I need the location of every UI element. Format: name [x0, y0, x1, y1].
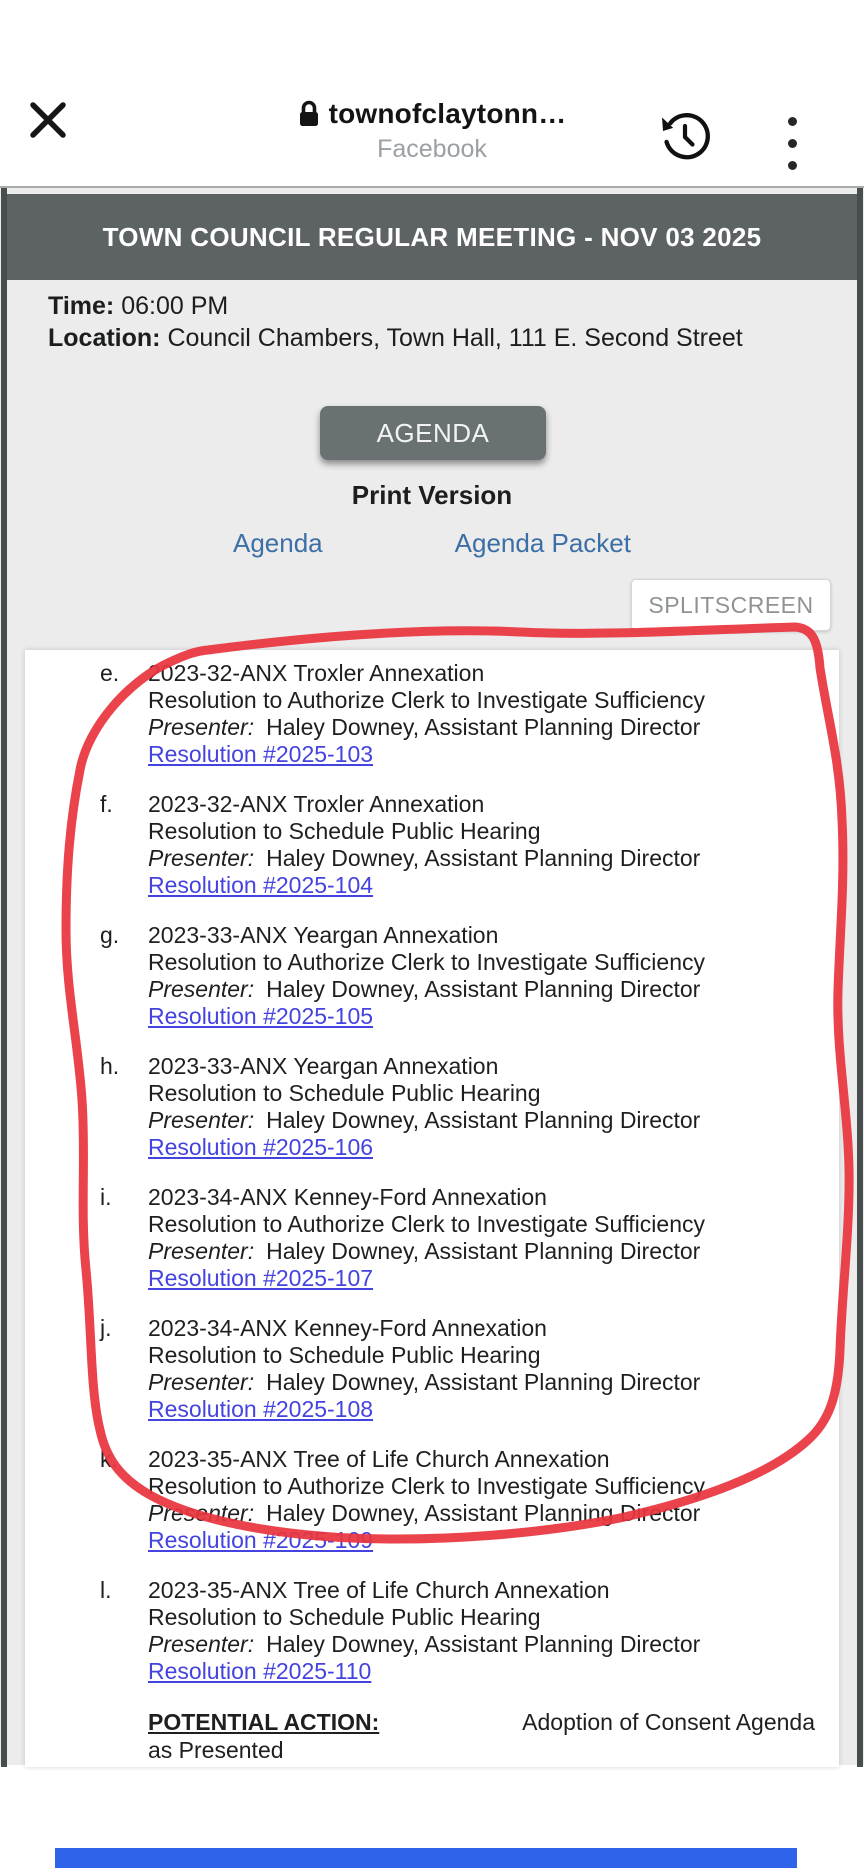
- presenter-label: Presenter:: [148, 1107, 255, 1133]
- agenda-packet-link[interactable]: Agenda Packet: [454, 528, 631, 558]
- agenda-panel: e. 2023-32-ANX Troxler Annexation Resolu…: [25, 650, 839, 1767]
- splitscreen-button[interactable]: SPLITSCREEN: [631, 579, 831, 631]
- agenda-item-title: 2023-35-ANX Tree of Life Church Annexati…: [148, 1446, 610, 1472]
- presenter-name: Haley Downey, Assistant Planning Directo…: [266, 976, 701, 1002]
- meeting-header-bar: TOWN COUNCIL REGULAR MEETING - NOV 03 20…: [7, 194, 857, 280]
- page-border-right: [857, 188, 863, 1767]
- agenda-item-resolution-desc: Resolution to Authorize Clerk to Investi…: [148, 1473, 705, 1499]
- presenter-label: Presenter:: [148, 976, 255, 1002]
- agenda-item: l. 2023-35-ANX Tree of Life Church Annex…: [25, 1577, 839, 1685]
- webpage: TOWN COUNCIL REGULAR MEETING - NOV 03 20…: [0, 186, 864, 1767]
- meeting-time: Time: 06:00 PM: [48, 292, 229, 320]
- location-label: Location:: [48, 324, 161, 352]
- agenda-button[interactable]: AGENDA: [320, 406, 546, 460]
- bottom-blue-bar: [55, 1848, 797, 1868]
- agenda-item-resolution-desc: Resolution to Authorize Clerk to Investi…: [148, 949, 705, 975]
- lock-icon: [298, 100, 320, 128]
- site-name: townofclaytonn…: [328, 98, 567, 129]
- agenda-item-letter: i.: [100, 1184, 112, 1210]
- potential-action-value: Adoption of Consent Agenda: [522, 1709, 815, 1735]
- agenda-link[interactable]: Agenda: [232, 528, 323, 558]
- agenda-item-title: 2023-35-ANX Tree of Life Church Annexati…: [148, 1577, 610, 1603]
- agenda-item-title: 2023-33-ANX Yeargan Annexation: [148, 1053, 499, 1079]
- agenda-item: i. 2023-34-ANX Kenney-Ford Annexation Re…: [25, 1184, 839, 1292]
- presenter-label: Presenter:: [148, 1369, 255, 1395]
- presenter-name: Haley Downey, Assistant Planning Directo…: [266, 1631, 701, 1657]
- agenda-item-resolution-desc: Resolution to Schedule Public Hearing: [148, 1080, 541, 1106]
- resolution-link[interactable]: Resolution #2025-109: [148, 1527, 374, 1553]
- time-label: Time:: [48, 292, 115, 320]
- agenda-item-letter: e.: [100, 660, 120, 686]
- agenda-item-title: 2023-32-ANX Troxler Annexation: [148, 791, 485, 817]
- print-links: Agenda Agenda Packet: [0, 528, 864, 559]
- resolution-link[interactable]: Resolution #2025-107: [148, 1265, 374, 1291]
- presenter-label: Presenter:: [148, 714, 255, 740]
- potential-action-value-continued: as Presented: [148, 1737, 284, 1763]
- agenda-item-title: 2023-34-ANX Kenney-Ford Annexation: [148, 1184, 547, 1210]
- browser-toolbar: townofclaytonn… Facebook: [0, 0, 864, 186]
- agenda-item-letter: j.: [100, 1315, 112, 1341]
- print-version-heading: Print Version: [351, 480, 513, 510]
- agenda-item-letter: k.: [100, 1446, 118, 1472]
- presenter-name: Haley Downey, Assistant Planning Directo…: [266, 1369, 701, 1395]
- presenter-label: Presenter:: [148, 845, 255, 871]
- agenda-item: g. 2023-33-ANX Yeargan Annexation Resolu…: [25, 922, 839, 1030]
- potential-action: POTENTIAL ACTION: Adoption of Consent Ag…: [25, 1708, 839, 1764]
- agenda-item-resolution-desc: Resolution to Authorize Clerk to Investi…: [148, 1211, 705, 1237]
- presenter-label: Presenter:: [148, 1631, 255, 1657]
- agenda-item: e. 2023-32-ANX Troxler Annexation Resolu…: [25, 660, 839, 768]
- presenter-name: Haley Downey, Assistant Planning Directo…: [266, 714, 701, 740]
- agenda-item-letter: h.: [100, 1053, 120, 1079]
- agenda-item-title: 2023-33-ANX Yeargan Annexation: [148, 922, 499, 948]
- presenter-label: Presenter:: [148, 1500, 255, 1526]
- meeting-info: Time: 06:00 PM Location: Council Chamber…: [48, 290, 743, 354]
- agenda-item: j. 2023-34-ANX Kenney-Ford Annexation Re…: [25, 1315, 839, 1423]
- kebab-menu-icon[interactable]: [772, 104, 812, 170]
- resolution-link[interactable]: Resolution #2025-103: [148, 741, 374, 767]
- page-border-left: [1, 188, 7, 1767]
- close-icon[interactable]: [28, 100, 68, 140]
- agenda-item-title: 2023-32-ANX Troxler Annexation: [148, 660, 485, 686]
- presenter-name: Haley Downey, Assistant Planning Directo…: [266, 1500, 701, 1526]
- agenda-item-title: 2023-34-ANX Kenney-Ford Annexation: [148, 1315, 547, 1341]
- history-icon[interactable]: [658, 110, 712, 164]
- resolution-link[interactable]: Resolution #2025-110: [148, 1658, 372, 1684]
- agenda-item-letter: l.: [100, 1577, 112, 1603]
- agenda-item-letter: g.: [100, 922, 120, 948]
- agenda-item: h. 2023-33-ANX Yeargan Annexation Resolu…: [25, 1053, 839, 1161]
- agenda-item: k. 2023-35-ANX Tree of Life Church Annex…: [25, 1446, 839, 1554]
- agenda-item-resolution-desc: Resolution to Schedule Public Hearing: [148, 818, 541, 844]
- presenter-name: Haley Downey, Assistant Planning Directo…: [266, 1107, 701, 1133]
- potential-action-label: POTENTIAL ACTION:: [148, 1709, 380, 1735]
- presenter-name: Haley Downey, Assistant Planning Directo…: [266, 1238, 701, 1264]
- agenda-item-resolution-desc: Resolution to Schedule Public Hearing: [148, 1342, 541, 1368]
- agenda-item-resolution-desc: Resolution to Schedule Public Hearing: [148, 1604, 541, 1630]
- site-title-block: townofclaytonn… Facebook: [0, 98, 864, 164]
- presenter-name: Haley Downey, Assistant Planning Directo…: [266, 845, 701, 871]
- agenda-list: e. 2023-32-ANX Troxler Annexation Resolu…: [25, 660, 839, 1685]
- resolution-link[interactable]: Resolution #2025-108: [148, 1396, 374, 1422]
- agenda-item-resolution-desc: Resolution to Authorize Clerk to Investi…: [148, 687, 705, 713]
- presenter-label: Presenter:: [148, 1238, 255, 1264]
- site-source: Facebook: [377, 135, 487, 163]
- meeting-title: TOWN COUNCIL REGULAR MEETING - NOV 03 20…: [102, 221, 762, 252]
- resolution-link[interactable]: Resolution #2025-105: [148, 1003, 374, 1029]
- resolution-link[interactable]: Resolution #2025-106: [148, 1134, 374, 1160]
- agenda-item: f. 2023-32-ANX Troxler Annexation Resolu…: [25, 791, 839, 899]
- resolution-link[interactable]: Resolution #2025-104: [148, 872, 374, 898]
- meeting-location: Location: Council Chambers, Town Hall, 1…: [48, 324, 743, 352]
- agenda-item-letter: f.: [100, 791, 113, 817]
